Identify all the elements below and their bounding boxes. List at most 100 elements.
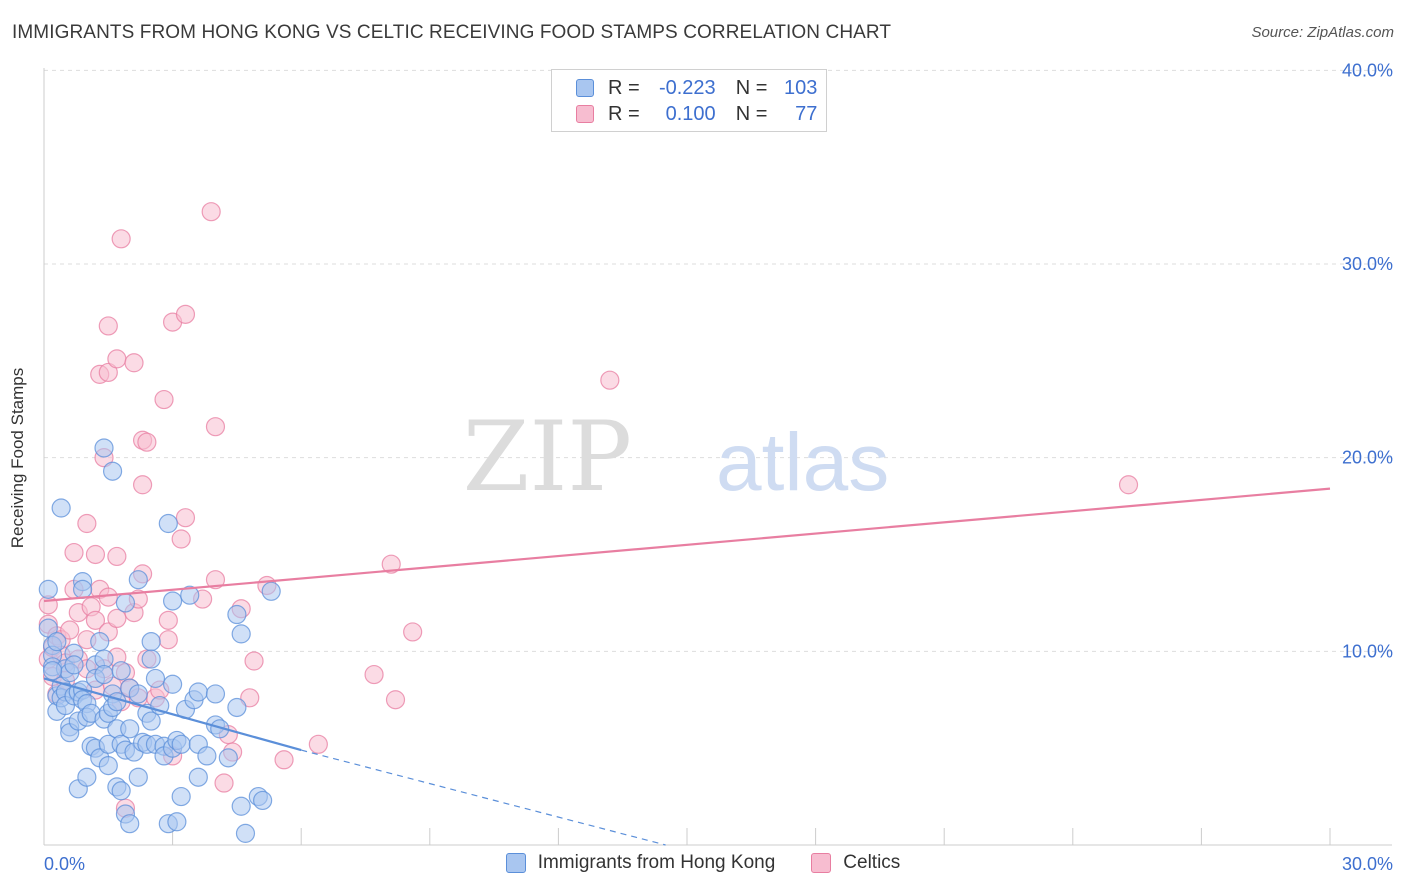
y-tick-label: 30.0% xyxy=(1342,254,1393,274)
celtics-point xyxy=(98,316,118,336)
hong-kong-point xyxy=(128,570,148,590)
hong-kong-point xyxy=(218,748,238,768)
legend-r-value: 0.100 xyxy=(665,102,716,125)
watermark-zip: ZIP xyxy=(463,401,632,513)
hong-kong-point xyxy=(98,755,118,776)
celtics-point xyxy=(1118,475,1139,495)
series-legend-celtics: Celtics xyxy=(811,852,900,874)
celtics-point xyxy=(154,389,174,410)
celtics-point xyxy=(107,546,127,567)
celtics-point xyxy=(308,734,328,754)
celtics-point xyxy=(274,750,294,770)
y-axis-label-wrap: Receiving Food Stamps xyxy=(8,368,28,548)
hong-kong-point xyxy=(90,632,110,652)
trend-lines xyxy=(43,487,1331,846)
hong-kong-point xyxy=(163,674,183,694)
celtics-point xyxy=(98,362,118,383)
celtics-point xyxy=(111,229,131,249)
hong-kong-point xyxy=(188,682,208,702)
celtics-point xyxy=(137,432,157,452)
hong-kong-point xyxy=(47,632,67,652)
legend-row-celtics: R = 0.100 N = 77 xyxy=(576,102,817,126)
hong-kong-point xyxy=(141,649,161,669)
celtics-point xyxy=(201,202,221,222)
legend-swatch-celtics xyxy=(576,105,594,123)
hong-kong-point xyxy=(115,593,136,613)
legend-swatch-hong-kong xyxy=(576,79,594,97)
celtics-point xyxy=(124,353,144,373)
celtics-point xyxy=(64,542,84,563)
correlation-legend: R = -0.223 N = 103 R = 0.100 N = 77 xyxy=(551,69,827,132)
celtics-point xyxy=(60,620,80,640)
celtics-point xyxy=(85,610,106,630)
hong-kong-point xyxy=(171,734,191,754)
series-swatch-hong-kong xyxy=(505,853,526,873)
hong-kong-point xyxy=(107,692,127,712)
hong-kong-point xyxy=(158,513,178,534)
legend-n-value: 103 xyxy=(784,76,818,99)
celtics-point xyxy=(175,508,196,528)
hong-kong-point xyxy=(111,661,131,681)
y-tick-label: 40.0% xyxy=(1342,60,1393,80)
hong-kong-point xyxy=(94,438,114,458)
hong-kong-point xyxy=(145,668,166,689)
x-tick-label: 0.0% xyxy=(44,854,85,874)
legend-n-label: N = xyxy=(735,102,768,125)
gridlines xyxy=(44,69,1392,652)
celtics-trend-line xyxy=(43,487,1331,603)
hong-kong-point xyxy=(188,767,208,787)
hong-kong-point xyxy=(227,697,247,718)
celtics-point xyxy=(205,417,226,437)
celtics-point xyxy=(600,370,620,390)
celtics-point xyxy=(214,773,234,793)
celtics-point xyxy=(364,664,384,685)
hong-kong-point xyxy=(128,767,148,787)
celtics-point xyxy=(205,570,226,590)
celtics-point xyxy=(381,554,401,574)
legend-row-hong-kong: R = -0.223 N = 103 xyxy=(576,76,817,100)
legend-r-label: R = xyxy=(608,76,640,99)
celtics-point xyxy=(85,544,106,565)
tick-labels: 10.0% 20.0% 30.0% 40.0% 0.0% 30.0% xyxy=(44,60,1393,874)
hong-kong-trend-extension xyxy=(301,749,666,846)
hong-kong-point xyxy=(111,781,131,801)
hong-kong-point xyxy=(253,790,273,811)
hong-kong-point xyxy=(180,585,200,605)
celtics-point xyxy=(175,304,196,324)
legend-n-value: 77 xyxy=(795,102,818,125)
celtics-point xyxy=(244,651,264,671)
y-axis-label: Receiving Food Stamps xyxy=(8,367,27,549)
hong-kong-point xyxy=(171,786,191,807)
data-points xyxy=(38,202,1139,843)
celtics-point xyxy=(77,513,97,534)
series-legend: Immigrants from Hong Kong Celtics xyxy=(0,852,1406,874)
hong-kong-point xyxy=(38,579,58,599)
y-tick-label: 10.0% xyxy=(1342,641,1393,661)
hong-kong-point xyxy=(94,664,114,685)
source-credit: Source: ZipAtlas.com xyxy=(1251,24,1394,41)
celtics-point xyxy=(240,688,260,708)
hong-kong-point xyxy=(167,812,187,832)
hong-kong-point xyxy=(128,684,148,704)
hong-kong-point xyxy=(227,604,247,625)
hong-kong-point xyxy=(120,719,140,739)
hong-kong-point xyxy=(141,632,161,652)
chart-title: IMMIGRANTS FROM HONG KONG VS CELTIC RECE… xyxy=(12,22,892,43)
series-label-hong-kong: Immigrants from Hong Kong xyxy=(537,852,776,873)
hong-kong-point xyxy=(235,823,256,843)
hong-kong-point xyxy=(51,498,71,518)
celtics-point xyxy=(132,475,153,495)
series-legend-hong-kong: Immigrants from Hong Kong xyxy=(505,852,776,874)
hong-kong-point xyxy=(231,624,251,644)
hong-kong-point xyxy=(102,461,123,481)
hong-kong-point xyxy=(64,655,84,675)
hong-kong-point xyxy=(261,581,281,601)
celtics-point xyxy=(385,690,406,710)
hong-kong-point xyxy=(231,796,251,816)
legend-n-label: N = xyxy=(735,76,768,99)
hong-kong-trend-line xyxy=(43,677,302,752)
x-tick-label: 30.0% xyxy=(1342,854,1393,874)
hong-kong-point xyxy=(205,684,226,704)
series-label-celtics: Celtics xyxy=(843,852,901,873)
